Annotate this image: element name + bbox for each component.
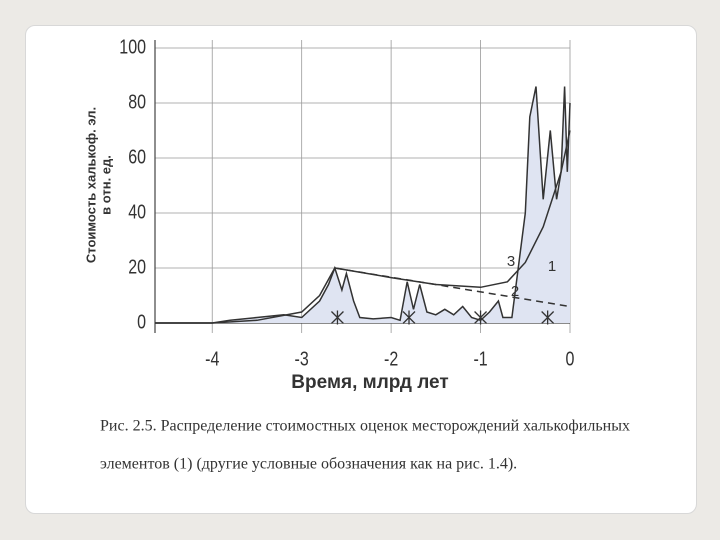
caption: элементов (1) (другие условные обозначен… bbox=[100, 456, 517, 473]
x-tick-label: -3 bbox=[295, 348, 309, 370]
y-tick-label: 0 bbox=[137, 311, 146, 333]
caption: Рис. 2.5. Распределение стоимостных оцен… bbox=[100, 418, 630, 435]
asterisk-marker bbox=[541, 310, 555, 325]
x-tick-label: -1 bbox=[473, 348, 487, 370]
x-tick-label: -2 bbox=[384, 348, 398, 370]
card bbox=[25, 25, 697, 514]
asterisk-marker bbox=[330, 310, 344, 325]
y-axis-label: Стоимость халькоф. эл. bbox=[83, 107, 98, 263]
y-tick-label: 60 bbox=[128, 146, 146, 168]
asterisk-marker bbox=[402, 310, 416, 325]
line bbox=[155, 86, 571, 324]
asterisk-marker bbox=[474, 310, 488, 325]
annotation: 2 bbox=[511, 283, 519, 300]
annotation: 3 bbox=[507, 253, 515, 270]
x-axis-label: Время, млрд лет bbox=[291, 372, 448, 393]
y-tick-label: 80 bbox=[128, 91, 146, 113]
line bbox=[155, 130, 571, 324]
annotation: 1 bbox=[548, 258, 556, 275]
y-tick-label: 40 bbox=[128, 201, 146, 223]
x-tick-label: 0 bbox=[566, 348, 575, 370]
x-tick-label: -4 bbox=[205, 348, 219, 370]
area bbox=[155, 86, 570, 323]
y-axis-label: в отн. ед. bbox=[98, 155, 113, 215]
y-tick-label: 20 bbox=[128, 256, 146, 278]
y-tick-label: 100 bbox=[119, 36, 146, 58]
